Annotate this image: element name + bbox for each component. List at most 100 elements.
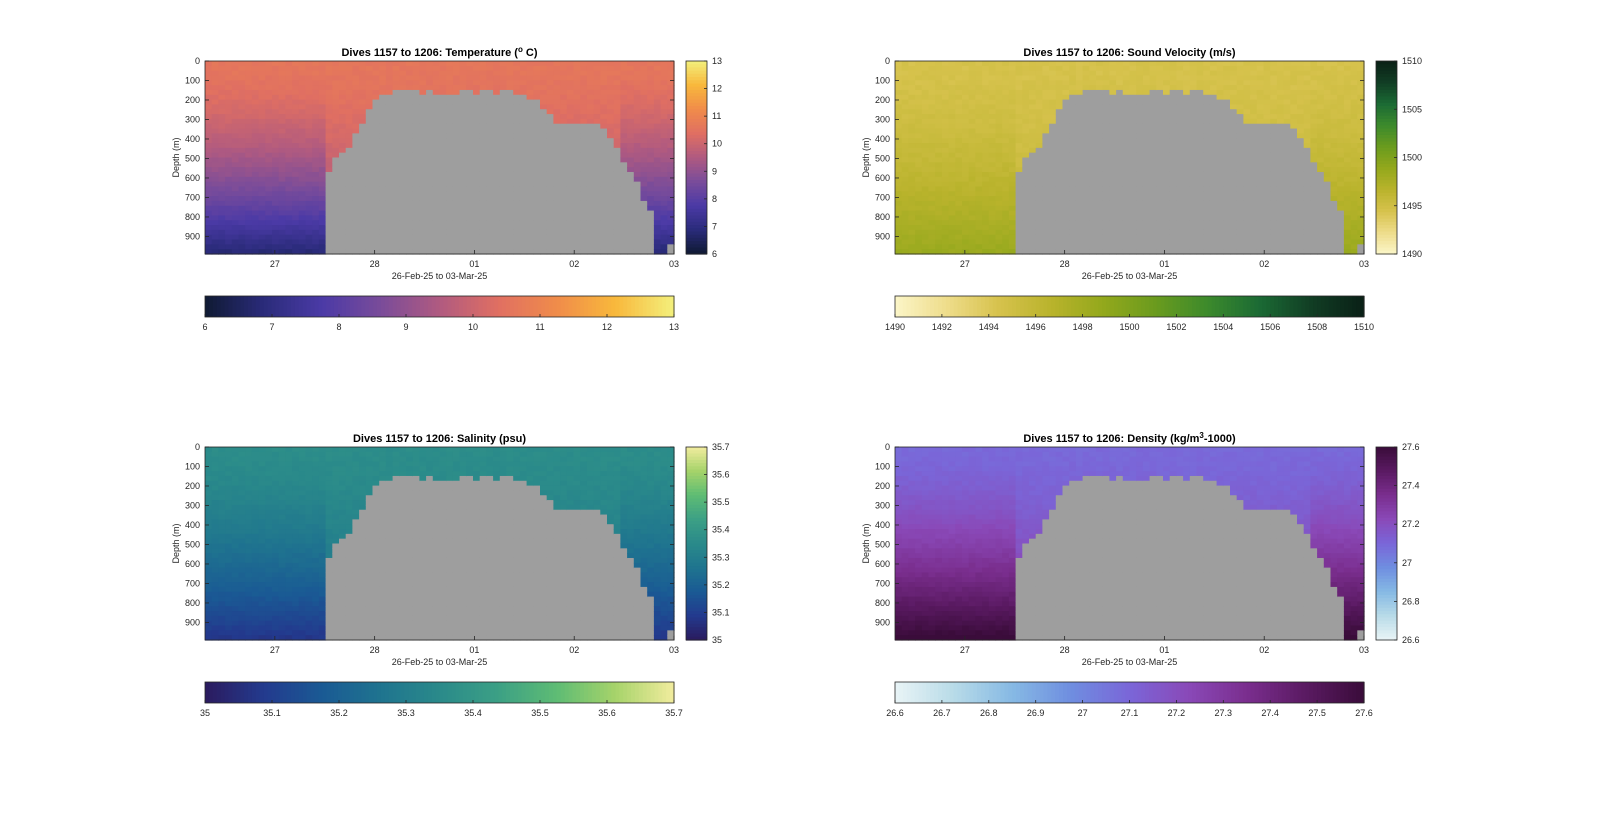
- heatmap-cell: [1129, 239, 1137, 245]
- heatmap-cell: [1163, 215, 1171, 221]
- heatmap-cell: [962, 200, 970, 207]
- heatmap-cell: [312, 143, 320, 149]
- heatmap-cell: [238, 70, 246, 77]
- heatmap-cell: [633, 70, 642, 77]
- heatmap-cell: [318, 118, 327, 125]
- heatmap-cell: [620, 61, 628, 67]
- heatmap-cell: [251, 181, 260, 188]
- heatmap-cell: [519, 147, 528, 154]
- heatmap-cell: [1163, 220, 1171, 226]
- heatmap-cell: [332, 70, 340, 77]
- heatmap-cell: [526, 80, 534, 86]
- heatmap-cell: [218, 181, 226, 188]
- heatmap-cell: [1069, 210, 1077, 216]
- heatmap-cell: [272, 114, 280, 120]
- heatmap-cell: [225, 70, 233, 77]
- heatmap-cell: [1122, 229, 1131, 236]
- heatmap-cell: [225, 220, 233, 226]
- heatmap-cell: [901, 191, 909, 197]
- heatmap-cell: [908, 215, 916, 221]
- heatmap-cell: [948, 114, 956, 120]
- heatmap-cell: [231, 65, 240, 72]
- heatmap-cell: [499, 133, 508, 139]
- heatmap-cell: [419, 152, 427, 159]
- heatmap-cell: [245, 244, 253, 250]
- heatmap-cell: [1142, 133, 1151, 139]
- heatmap-cell: [1089, 225, 1097, 231]
- heatmap-cell: [995, 133, 1003, 139]
- heatmap-cell: [225, 244, 233, 250]
- heatmap-cell: [1089, 234, 1097, 241]
- heatmap-cell: [640, 200, 648, 207]
- heatmap-cell: [1149, 229, 1157, 236]
- heatmap-cell: [566, 80, 575, 86]
- heatmap-cell: [941, 61, 950, 67]
- heatmap-cell: [1082, 225, 1090, 231]
- heatmap-cell: [305, 215, 313, 221]
- heatmap-cell: [540, 186, 548, 192]
- heatmap-cell: [1169, 94, 1177, 101]
- heatmap-cell: [265, 75, 273, 81]
- heatmap-cell: [305, 200, 313, 207]
- heatmap-cell: [1096, 94, 1104, 101]
- heatmap-cell: [493, 171, 501, 178]
- heatmap-cell: [412, 234, 420, 241]
- heatmap-cell: [962, 181, 970, 188]
- heatmap-cell: [245, 94, 253, 101]
- heatmap-cell: [486, 234, 494, 241]
- heatmap-cell: [1015, 157, 1023, 163]
- heatmap-cell: [1156, 138, 1164, 144]
- heatmap-cell: [948, 109, 956, 115]
- heatmap-cell: [1035, 200, 1043, 207]
- heatmap-cell: [1169, 123, 1177, 130]
- heatmap-cell: [1176, 104, 1184, 110]
- heatmap-cell: [479, 99, 487, 106]
- heatmap-cell: [908, 229, 916, 236]
- heatmap-cell: [231, 249, 240, 255]
- heatmap-cell: [593, 196, 601, 202]
- heatmap-cell: [955, 225, 963, 231]
- heatmap-cell: [218, 75, 226, 81]
- heatmap-cell: [928, 234, 936, 241]
- heatmap-cell: [392, 157, 400, 163]
- heatmap-cell: [566, 143, 575, 149]
- heatmap-cell: [928, 109, 936, 115]
- heatmap-cell: [399, 234, 407, 241]
- heatmap-cell: [1189, 61, 1198, 67]
- heatmap-cell: [231, 104, 240, 110]
- heatmap-cell: [988, 133, 997, 139]
- heatmap-cell: [566, 89, 575, 96]
- heatmap-cell: [406, 133, 414, 139]
- heatmap-cell: [513, 186, 521, 192]
- heatmap-cell: [968, 75, 976, 81]
- heatmap-cell: [647, 75, 655, 81]
- heatmap-cell: [948, 244, 956, 250]
- heatmap-cell: [1102, 234, 1110, 241]
- heatmap-cell: [1129, 143, 1137, 149]
- heatmap-cell: [466, 186, 474, 192]
- heatmap-cell: [339, 225, 347, 231]
- heatmap-cell: [426, 234, 434, 241]
- heatmap-cell: [1062, 171, 1070, 178]
- heatmap-cell: [901, 220, 909, 226]
- heatmap-cell: [452, 123, 461, 130]
- heatmap-cell: [493, 234, 501, 241]
- heatmap-cell: [1122, 89, 1131, 96]
- colorbar-tick-label: 6: [712, 249, 717, 259]
- heatmap-cell: [928, 143, 936, 149]
- heatmap-cell: [653, 104, 662, 110]
- heatmap-cell: [620, 215, 628, 221]
- heatmap-cell: [607, 244, 615, 250]
- heatmap-cell: [225, 147, 233, 154]
- heatmap-cell: [392, 229, 400, 236]
- heatmap-cell: [1149, 167, 1157, 173]
- heatmap-cell: [265, 176, 273, 183]
- heatmap-cell: [573, 133, 581, 139]
- heatmap-cell: [660, 118, 668, 125]
- heatmap-cell: [352, 147, 360, 154]
- y-tick-label: 0: [195, 56, 200, 66]
- heatmap-cell: [667, 128, 675, 134]
- heatmap-cell: [988, 75, 997, 81]
- heatmap-cell: [1082, 89, 1090, 96]
- heatmap-cell: [1189, 70, 1198, 77]
